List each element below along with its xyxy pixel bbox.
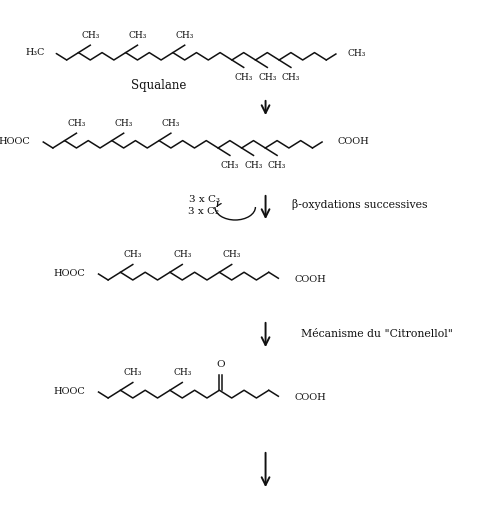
Text: CH₃: CH₃ — [173, 368, 191, 377]
Text: CH₃: CH₃ — [222, 250, 241, 259]
Text: CH₃: CH₃ — [81, 31, 100, 40]
Text: CH₃: CH₃ — [124, 250, 142, 259]
Text: CH₃: CH₃ — [124, 368, 142, 377]
Text: CH₃: CH₃ — [235, 73, 253, 82]
Text: CH₃: CH₃ — [128, 31, 146, 40]
Text: CH₃: CH₃ — [282, 73, 300, 82]
Text: Squalane: Squalane — [131, 79, 186, 92]
Text: COOH: COOH — [294, 393, 326, 402]
Text: COOH: COOH — [338, 136, 369, 146]
Text: 3 x C₂: 3 x C₂ — [188, 207, 219, 215]
Text: β-oxydations successives: β-oxydations successives — [292, 199, 428, 210]
Text: Mécanisme du "Citronellol": Mécanisme du "Citronellol" — [301, 329, 454, 339]
Text: CH₃: CH₃ — [245, 161, 263, 170]
Text: CH₃: CH₃ — [348, 48, 366, 58]
Text: COOH: COOH — [294, 275, 326, 284]
Text: CH₃: CH₃ — [173, 250, 191, 259]
Text: CH₃: CH₃ — [67, 119, 86, 128]
Text: CH₃: CH₃ — [176, 31, 194, 40]
Text: HOOC: HOOC — [54, 386, 86, 395]
Text: CH₃: CH₃ — [114, 119, 133, 128]
Text: CH₃: CH₃ — [221, 161, 239, 170]
Text: CH₃: CH₃ — [268, 161, 286, 170]
Text: CH₃: CH₃ — [162, 119, 180, 128]
Text: 3 x C₃: 3 x C₃ — [188, 194, 219, 204]
Text: H₃C: H₃C — [26, 48, 45, 57]
Text: CH₃: CH₃ — [258, 73, 277, 82]
Text: O: O — [216, 360, 225, 369]
Text: HOOC: HOOC — [54, 269, 86, 277]
Text: HOOC: HOOC — [0, 136, 31, 146]
